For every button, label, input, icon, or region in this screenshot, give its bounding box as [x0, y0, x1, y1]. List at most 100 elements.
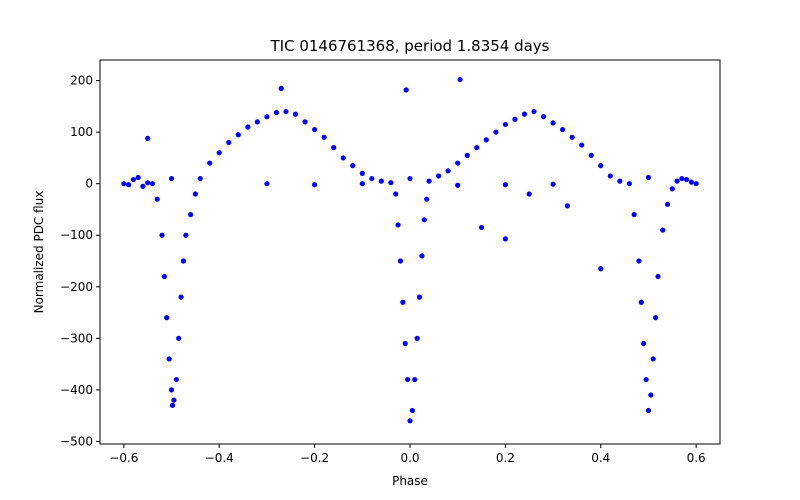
data-point-0-18: [180, 258, 187, 264]
data-point-0-47: [402, 340, 408, 347]
data-point-0-100: [455, 182, 461, 188]
data-point-0-62: [474, 145, 480, 151]
data-point-0-41: [378, 178, 384, 184]
data-point-0-86: [650, 356, 656, 362]
y-axis-ticks: −500 −400 −300 −200 −100 0 100 200: [60, 74, 100, 448]
data-point-0-45: [397, 258, 404, 264]
data-point-0-11: [166, 356, 172, 362]
data-point-0-60: [455, 160, 461, 166]
data-point-0-54: [419, 253, 425, 259]
data-point-0-79: [631, 212, 637, 218]
data-point-0-23: [207, 160, 213, 166]
data-point-0-33: [302, 119, 308, 125]
data-point-0-44: [395, 222, 401, 228]
x-tick-label: 0.6: [687, 451, 706, 465]
data-point-0-89: [660, 227, 666, 233]
data-point-0-29: [264, 114, 270, 120]
data-point-0-112: [478, 224, 485, 231]
data-point-0-16: [176, 335, 182, 341]
data-point-0-64: [493, 129, 499, 135]
y-tick-label: 0: [85, 177, 93, 191]
data-point-0-52: [414, 335, 420, 341]
data-point-0-8: [159, 232, 165, 238]
chart-title: TIC 0146761368, period 1.8354 days: [269, 37, 549, 55]
data-point-0-92: [674, 178, 680, 184]
data-point-0-22: [197, 175, 203, 182]
data-point-0-81: [638, 299, 644, 305]
data-point-0-106: [278, 85, 284, 91]
data-point-0-57: [426, 178, 432, 184]
data-point-0-82: [641, 340, 647, 347]
data-point-0-17: [178, 294, 184, 300]
data-point-0-90: [664, 201, 671, 207]
y-tick-label: −100: [60, 228, 93, 242]
data-point-0-26: [235, 132, 241, 138]
data-point-0-25: [226, 139, 232, 146]
data-point-0-87: [653, 315, 659, 321]
data-point-0-32: [292, 111, 299, 117]
data-point-0-78: [626, 181, 632, 187]
data-point-0-36: [331, 145, 337, 151]
data-point-0-35: [321, 134, 327, 140]
data-point-0-31: [283, 108, 289, 115]
data-point-0-4: [140, 183, 146, 189]
data-point-0-1: [126, 182, 132, 188]
data-point-0-97: [264, 181, 270, 187]
x-tick-label: −0.4: [205, 451, 234, 465]
data-point-0-85: [648, 392, 654, 398]
data-point-0-73: [579, 142, 585, 148]
data-point-0-83: [643, 376, 649, 383]
x-tick-label: 0.0: [400, 451, 419, 465]
y-tick-label: −300: [60, 331, 93, 345]
data-point-0-93: [679, 175, 685, 182]
data-point-0-75: [598, 163, 604, 169]
data-point-0-69: [540, 114, 547, 120]
data-point-0-107: [457, 76, 463, 83]
data-point-0-49: [407, 418, 413, 424]
x-tick-label: −0.6: [109, 451, 138, 465]
data-point-0-113: [564, 203, 570, 209]
y-tick-label: 200: [70, 74, 93, 88]
data-point-0-114: [526, 191, 532, 197]
data-point-0-13: [169, 402, 176, 408]
data-point-0-42: [388, 180, 394, 186]
data-point-0-108: [403, 87, 409, 93]
data-point-0-9: [161, 273, 167, 280]
data-point-0-53: [416, 294, 423, 300]
data-point-0-58: [436, 173, 442, 179]
data-point-0-102: [550, 181, 556, 187]
x-axis-ticks: −0.6 −0.4 −0.2 0.0 0.2 0.4 0.6: [109, 444, 706, 465]
data-point-0-3: [135, 174, 141, 181]
data-point-0-91: [669, 186, 675, 192]
data-point-0-0: [121, 181, 127, 187]
data-point-0-61: [464, 152, 470, 158]
x-tick-label: 0.2: [496, 451, 515, 465]
y-axis-title: Normalized PDC flux: [32, 191, 46, 314]
data-point-0-27: [245, 124, 251, 130]
data-point-0-6: [149, 181, 156, 187]
data-point-0-70: [550, 120, 556, 126]
data-point-0-34: [312, 126, 318, 133]
data-point-0-109: [145, 135, 151, 141]
data-point-0-101: [502, 182, 508, 188]
data-point-0-2: [130, 176, 136, 183]
y-tick-label: 100: [70, 125, 93, 139]
y-tick-label: −400: [60, 383, 93, 397]
data-point-0-46: [400, 299, 406, 305]
data-point-0-59: [445, 168, 451, 174]
data-point-0-80: [636, 258, 642, 264]
data-point-0-14: [171, 397, 177, 403]
data-point-0-67: [521, 111, 528, 117]
data-point-0-105: [407, 175, 413, 182]
data-point-0-68: [531, 108, 537, 115]
data-point-0-37: [340, 155, 346, 161]
data-point-0-111: [502, 236, 508, 242]
data-point-0-74: [588, 152, 594, 158]
data-point-0-7: [154, 196, 160, 202]
data-point-0-104: [645, 174, 652, 181]
data-point-0-63: [483, 137, 489, 143]
data-point-0-71: [560, 126, 566, 133]
data-point-0-50: [409, 407, 415, 414]
